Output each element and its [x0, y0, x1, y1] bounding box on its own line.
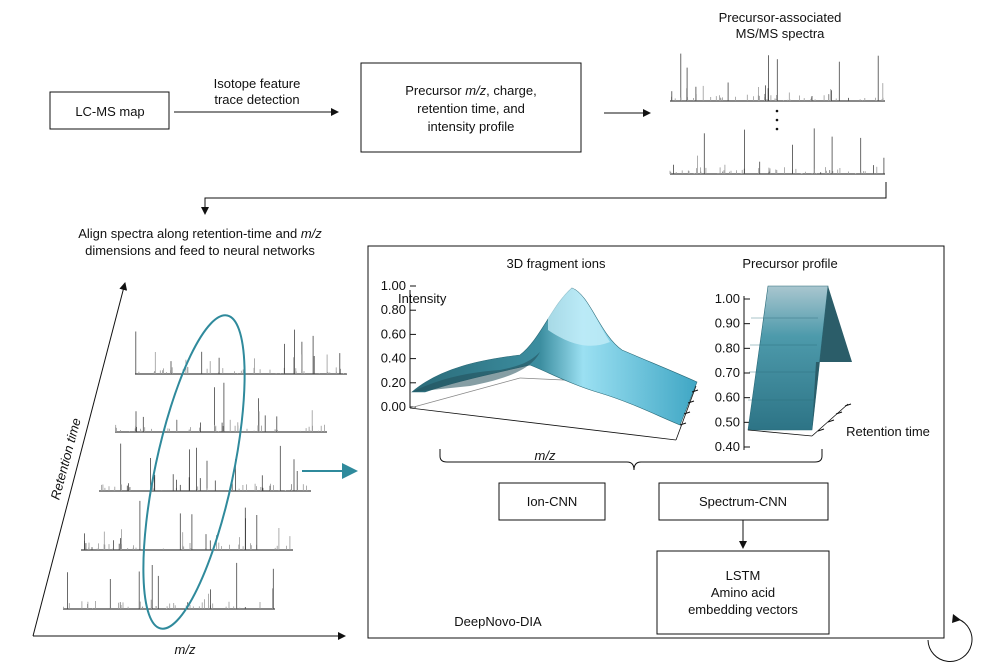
fragment-tick-label: 0.60 — [381, 326, 406, 341]
ellipsis-dots — [775, 109, 779, 131]
alignment-ellipse — [142, 314, 246, 630]
fragment-z-label: Intensity — [398, 291, 447, 306]
arrow1-label-line1: Isotope feature — [214, 76, 301, 91]
fragment-tick-label: 0.00 — [381, 399, 406, 414]
fragment-z-ticks: 1.00 0.80 0.60 0.40 0.20 0.00 — [381, 278, 416, 414]
aligned-spectrum-2 — [115, 382, 327, 433]
precursor-box-line1: Precursor m/z, charge, — [405, 83, 537, 98]
deepnovo-dia-label: DeepNovo-DIA — [454, 614, 542, 629]
aligned-spectrum-5 — [63, 562, 275, 610]
aligned-spectra-stack — [63, 329, 348, 610]
spectra-title-line1: Precursor-associated — [719, 10, 842, 25]
fragment-ions-title: 3D fragment ions — [507, 256, 606, 271]
lstm-label-line2: Amino acid — [711, 585, 775, 600]
precursor-profile-title: Precursor profile — [742, 256, 837, 271]
ion-cnn-label: Ion-CNN — [527, 494, 578, 509]
fragment-x-label: m/z — [535, 448, 556, 463]
profile-axis-label: Retention time — [846, 424, 930, 439]
ion-cnn-box — [498, 482, 606, 521]
ms-ms-spectrum-top — [670, 53, 885, 102]
lcms-map-box: LC-MS map — [49, 91, 170, 130]
fragment-depth-ticks — [679, 389, 699, 426]
loop-arrow-icon — [927, 618, 973, 662]
profile-side-face — [812, 286, 852, 430]
profile-tick-label: 0.60 — [715, 390, 740, 405]
profile-tick-label: 0.90 — [715, 316, 740, 331]
precursor-box-line3: intensity profile — [428, 119, 515, 134]
deepnovo-panel — [367, 245, 945, 639]
spectrum-cnn-label: Spectrum-CNN — [699, 494, 787, 509]
retention-time-axis — [32, 282, 128, 637]
lcms-map-label: LC-MS map — [75, 104, 144, 119]
spectra-title-line2: MS/MS spectra — [736, 26, 826, 41]
lstm-box — [656, 550, 830, 635]
aligned-spectrum-4 — [81, 500, 293, 551]
spectrum-cnn-box — [658, 482, 829, 521]
aligned-spectrum-1 — [135, 329, 348, 375]
loop-arrowhead — [952, 614, 961, 623]
fragment-ions-3d-plot: 1.00 0.80 0.60 0.40 0.20 0.00 Intensity — [381, 278, 699, 441]
profile-tick-label: 0.40 — [715, 439, 740, 454]
ms-ms-spectrum-bottom — [669, 128, 885, 175]
align-text-line2: dimensions and feed to neural networks — [85, 243, 315, 258]
plots-brace — [439, 449, 823, 471]
lstm-label-line1: LSTM — [726, 568, 761, 583]
precursor-info-box: Precursor m/z, charge, retention time, a… — [360, 62, 582, 153]
retention-time-axis-label: Retention time — [48, 416, 84, 501]
arrow1-label-line2: trace detection — [214, 92, 299, 107]
profile-tick-label: 0.70 — [715, 365, 740, 380]
fragment-tick-label: 0.20 — [381, 375, 406, 390]
profile-tick-label: 1.00 — [715, 291, 740, 306]
mz-axis-label: m/z — [175, 642, 196, 657]
profile-y-ticks: 1.00 0.90 0.80 0.70 0.60 0.50 0.40 — [715, 291, 750, 454]
fragment-tick-label: 1.00 — [381, 278, 406, 293]
fragment-tick-label: 0.80 — [381, 302, 406, 317]
precursor-box-line2: retention time, and — [417, 101, 525, 116]
fragment-tick-label: 0.40 — [381, 351, 406, 366]
fragment-surface — [411, 287, 698, 426]
aligned-spectrum-3 — [99, 443, 311, 492]
profile-tick-label: 0.50 — [715, 414, 740, 429]
profile-depth-ticks — [817, 403, 852, 432]
elbow-arrow-to-align — [201, 182, 887, 215]
precursor-profile-plot: 1.00 0.90 0.80 0.70 0.60 0.50 0.40 Retention t… — [715, 285, 930, 454]
lstm-label-line3: embedding vectors — [688, 602, 798, 617]
profile-tick-label: 0.80 — [715, 340, 740, 355]
align-text-line1: Align spectra along retention-time and m… — [78, 226, 322, 241]
